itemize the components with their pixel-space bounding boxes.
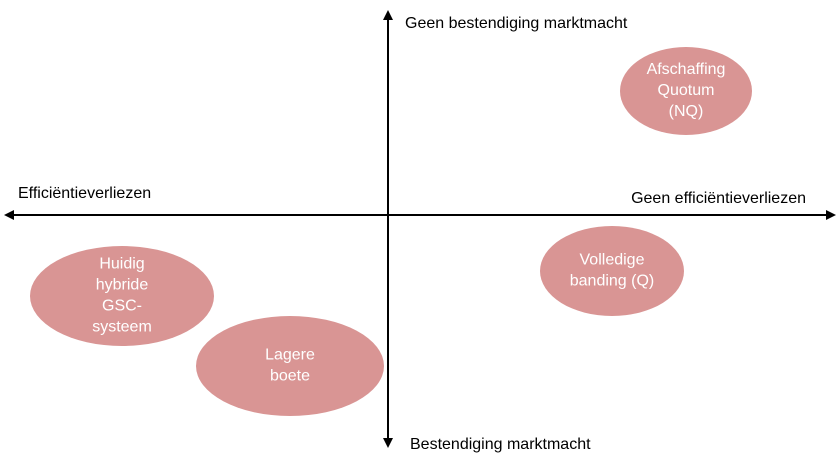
node-text: systeem (92, 319, 152, 336)
node-text: Lagere (265, 347, 315, 364)
node-text: (NQ) (669, 103, 704, 120)
node (30, 246, 214, 346)
node-text: Volledige (580, 252, 645, 269)
node-text: boete (270, 368, 310, 385)
axis-label-left: Efficiëntieverliezen (18, 185, 151, 202)
node (620, 47, 752, 135)
node-text: Quotum (658, 82, 715, 99)
axis-label-top: Geen bestendiging marktmacht (405, 15, 628, 32)
node-text: banding (Q) (570, 273, 655, 290)
node-group: Volledige banding (Q) (540, 226, 684, 316)
node-group: Afschaffing Quotum (NQ) (620, 47, 752, 135)
node-text: Afschaffing (647, 61, 726, 78)
node-group: Lagere boete (196, 316, 384, 416)
axis-label-bottom: Bestendiging marktmacht (410, 436, 591, 453)
nodes: Afschaffing Quotum (NQ) Volledige banding (Q… (30, 47, 752, 416)
node (540, 226, 684, 316)
node (196, 316, 384, 416)
node-group: Huidig hybride GSC-systeem (30, 246, 214, 346)
node-text: Huidig (99, 256, 144, 273)
axis-label-right: Geen efficiëntieverliezen (631, 190, 806, 207)
node-text: GSC- (102, 298, 142, 315)
node-text: hybride (96, 277, 149, 294)
